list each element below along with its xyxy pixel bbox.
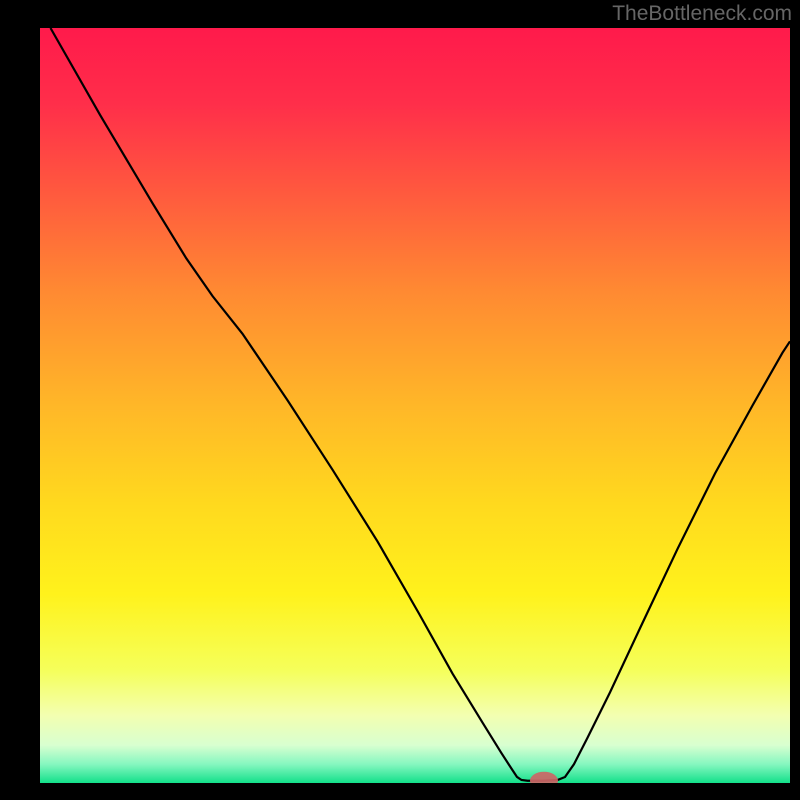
right-axis-band: [790, 0, 800, 800]
left-axis-band: [0, 0, 40, 800]
bottom-axis-band: [0, 783, 800, 800]
chart-container: TheBottleneck.com: [0, 0, 800, 800]
watermark-text: TheBottleneck.com: [612, 2, 792, 26]
bottleneck-chart: [0, 0, 800, 800]
plot-background: [40, 28, 790, 783]
